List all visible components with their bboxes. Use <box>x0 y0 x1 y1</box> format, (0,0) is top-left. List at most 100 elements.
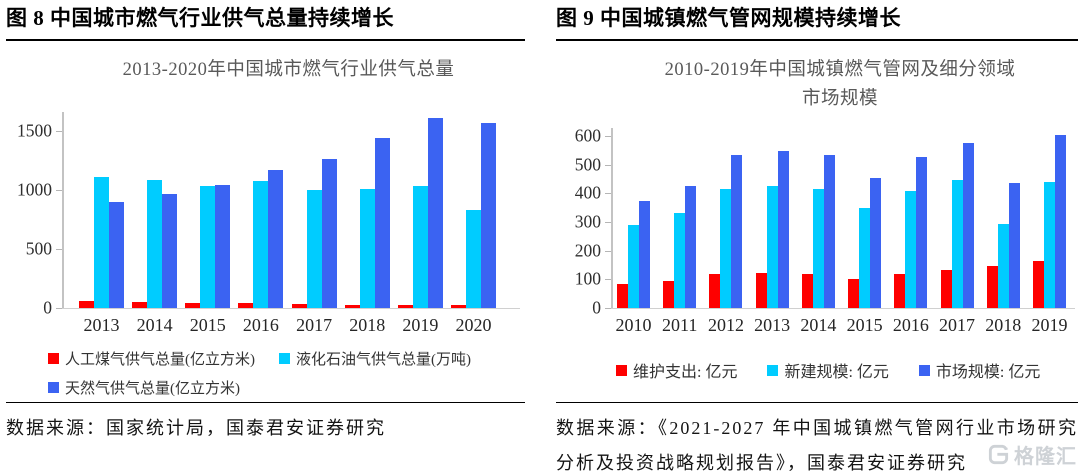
bar-group-2010: 2010 <box>616 128 652 335</box>
bar-2015 <box>185 303 201 308</box>
bar-2016 <box>238 303 254 308</box>
legend-swatch <box>767 364 779 376</box>
chart9-legend: 维护支出: 亿元 新建规模: 亿元 市场规模: 亿元 <box>616 358 1078 382</box>
bar-2017 <box>951 180 963 308</box>
bar-2017 <box>306 190 322 308</box>
bar-2016 <box>894 274 906 308</box>
bar-2014 <box>162 194 178 308</box>
y-tick-label: 300 <box>574 211 601 232</box>
bar-2020 <box>465 210 481 308</box>
bar-2017 <box>940 270 952 308</box>
bar-2015 <box>215 185 231 308</box>
x-tick-label: 2016 <box>892 315 929 335</box>
x-tick-label: 2018 <box>349 315 386 335</box>
bar-2020 <box>480 123 496 308</box>
bar-2014 <box>147 180 163 308</box>
y-tick-mark <box>605 135 611 137</box>
chart-title-line: 市场规模 <box>801 89 878 109</box>
bar-2013 <box>766 186 778 308</box>
y-tick-mark <box>605 278 611 280</box>
figure9-heading: 图 9 中国城镇燃气管网规模持续增长 <box>556 2 1078 41</box>
y-tick-mark <box>605 307 611 309</box>
bar-2019 <box>427 118 443 308</box>
bar-group-2014: 2014 <box>800 128 836 335</box>
watermark-text: 格隆汇 <box>1014 446 1077 468</box>
bar-2011 <box>685 186 697 308</box>
y-tick-label: 500 <box>574 154 601 175</box>
bar-2018 <box>359 189 375 308</box>
bar-2018 <box>344 305 360 308</box>
bar-2013 <box>94 177 109 308</box>
legend-item: 新建规模: 亿元 <box>767 358 889 382</box>
bar-2010 <box>639 201 650 308</box>
bar-2019 <box>1032 261 1044 308</box>
figure9-source: 数据来源：《2021-2027 年中国城镇燃气管网行业市场研究分析及投资战略规划… <box>556 402 1078 476</box>
bar-2018 <box>997 224 1009 308</box>
chart9-bar-groups: 2010 2011 2012 2013 2014 2015 2016 2017 2018 2019 <box>611 128 1075 335</box>
legend-item: 市场规模: 亿元 <box>918 358 1041 382</box>
y-tick-mark <box>605 164 611 166</box>
bar-group-2018: 2018 <box>985 128 1021 335</box>
x-tick-label: 2012 <box>707 315 744 335</box>
x-tick-label: 2015 <box>189 315 226 335</box>
chart9-x-axis-line <box>606 307 1075 309</box>
bar-2013 <box>109 202 124 308</box>
chart8-plot: 2013 2014 2015 2016 2017 2018 2019 2020 0 500 100… <box>17 112 520 335</box>
legend-swatch <box>48 382 59 393</box>
legend-label: 液化石油气供气总量(万吨) <box>296 352 471 368</box>
bar-2019 <box>1043 182 1055 308</box>
bar-2012 <box>720 189 732 308</box>
bar-group-2015: 2015 <box>847 128 883 335</box>
bar-2014 <box>812 189 824 308</box>
chart-title-line: 2010-2019年中国城镇燃气管网及细分领域 <box>664 60 1016 80</box>
bar-2010 <box>617 284 628 308</box>
bar-2012 <box>709 274 721 308</box>
chart8-bar-groups: 2013 2014 2015 2016 2017 2018 2019 2020 <box>62 112 520 335</box>
bar-2010 <box>628 225 639 308</box>
bar-2016 <box>905 191 917 308</box>
x-tick-label: 2014 <box>800 315 837 335</box>
legend-item: 维护支出: 亿元 <box>616 358 737 382</box>
bar-2011 <box>663 281 675 308</box>
x-tick-label: 2017 <box>296 315 333 335</box>
x-tick-label: 2016 <box>242 315 279 335</box>
bar-group-2012: 2012 <box>708 128 744 335</box>
legend-label: 天然气供气总量(亿立方米) <box>65 381 240 397</box>
bar-group-2013: 2013 <box>79 112 124 335</box>
legend-swatch <box>918 364 930 376</box>
figure9-panel: 图 9 中国城镇燃气管网规模持续增长 2010-2019年中国城镇燃气管网及细分… <box>556 2 1078 474</box>
y-tick-label: 100 <box>574 268 601 289</box>
bar-2015 <box>859 208 871 308</box>
chart9-title: 2010-2019年中国城镇燃气管网及细分领域 市场规模 <box>602 56 1078 114</box>
bar-2019 <box>1054 135 1066 308</box>
x-tick-label: 2019 <box>1031 315 1068 335</box>
figure8-source: 数据来源：国家统计局，国泰君安证券研究 <box>6 402 525 446</box>
bar-group-2015: 2015 <box>185 112 231 335</box>
bar-2017 <box>321 159 337 308</box>
y-tick-mark <box>605 250 611 252</box>
chart8-title: 2013-2020年中国城市燃气行业供气总量 <box>52 56 525 85</box>
x-tick-label: 2011 <box>662 315 698 335</box>
legend-label: 人工煤气供气总量(亿立方米) <box>65 352 255 368</box>
legend-swatch <box>48 353 59 364</box>
bar-2014 <box>823 155 835 308</box>
bar-group-2017: 2017 <box>291 112 337 335</box>
bar-2015 <box>200 186 216 308</box>
x-tick-label: 2013 <box>83 315 120 335</box>
legend-label: 新建规模: 亿元 <box>784 364 889 381</box>
bar-2015 <box>870 178 882 308</box>
bar-2014 <box>801 274 813 308</box>
legend-label: 市场规模: 亿元 <box>935 364 1041 381</box>
legend-item: 天然气供气总量(亿立方米) <box>48 377 240 398</box>
gelonghui-watermark: 格隆汇 <box>987 440 1077 469</box>
bar-group-2019: 2019 <box>1031 128 1067 335</box>
bar-2019 <box>412 186 428 308</box>
y-tick-label: 1000 <box>17 179 52 200</box>
x-tick-label: 2019 <box>402 315 439 335</box>
bar-2016 <box>268 170 284 308</box>
bar-group-2016: 2016 <box>238 112 284 335</box>
y-tick-label: 200 <box>574 240 601 261</box>
bar-group-2016: 2016 <box>893 128 929 335</box>
figure8-panel: 图 8 中国城市燃气行业供气总量持续增长 2013-2020年中国城市燃气行业供… <box>6 2 525 474</box>
x-tick-label: 2017 <box>939 315 976 335</box>
